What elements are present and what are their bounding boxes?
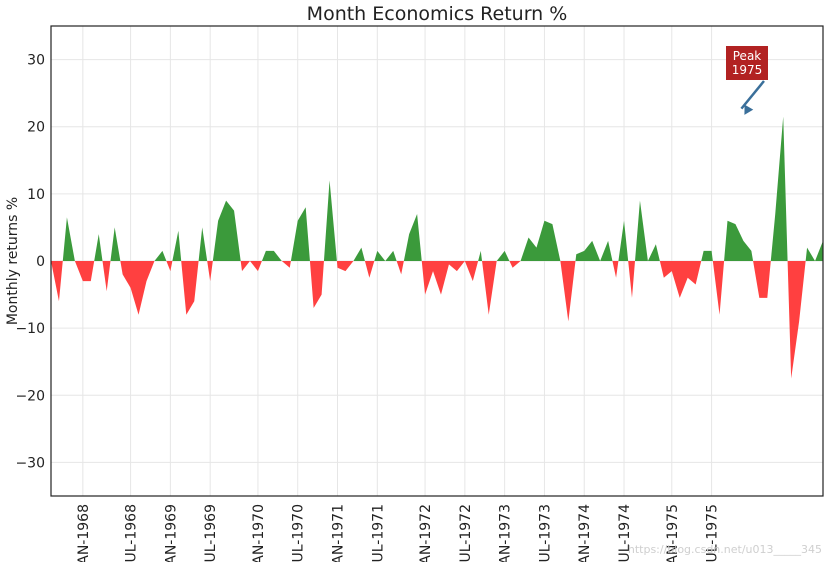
y-tick-label: −30 [15,455,45,471]
x-tick-label: JUL-1972 [458,504,474,562]
x-tick-label: JAN-1970 [251,504,267,562]
axis-layer: 30 20 10 0 −10 −20 −30 JAN-1968 JUL-1968 JAN-1969… [15,25,824,562]
x-tick-label: JAN-1974 [577,504,593,562]
plot-frame [50,25,824,497]
x-tick-label: JUL-1968 [124,504,140,562]
x-tick-label: JAN-1975 [665,504,681,562]
y-tick-label: 30 [27,53,45,69]
annotation-box [726,46,768,80]
y-tick-label: 10 [27,187,45,203]
x-tick-label: JUL-1969 [203,504,219,562]
x-tick-label: JAN-1971 [331,504,347,562]
x-tick-label: JAN-1972 [418,504,434,562]
x-tick-label: JAN-1973 [498,504,514,562]
negative-area [51,261,823,379]
y-tick-label: 20 [27,120,45,136]
x-tick-label: JUL-1970 [291,504,307,562]
x-tick-label: JAN-1968 [76,504,92,562]
x-tick-label: JUL-1975 [705,504,721,562]
y-axis-label: Monthly returns % [5,197,21,325]
annotation-text-line1: Peak [733,49,762,63]
x-tick-label: JUL-1971 [370,504,386,562]
annotation-arrow-shaft [740,80,765,110]
y-tick-label: 0 [36,254,45,270]
y-tick-label: −20 [15,388,45,404]
x-tick-label: JAN-1969 [163,504,179,562]
watermark-text: https://blog.csdn.net/u013_____345 [628,543,822,556]
x-tick-label: JUL-1973 [537,504,553,562]
chart-title: Month Economics Return % [307,3,568,25]
annotation-arrow-head [744,104,754,115]
annotation-text-line2: 1975 [732,63,763,77]
positive-area [51,116,823,261]
y-tick-label: −10 [15,321,45,337]
x-tick-label: JUL-1974 [617,504,633,562]
area-layer [51,116,823,379]
